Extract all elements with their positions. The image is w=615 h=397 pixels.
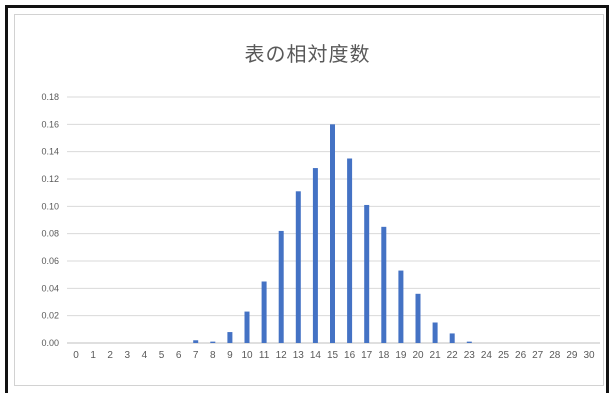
bar <box>330 124 335 343</box>
x-tick-label: 15 <box>327 350 339 361</box>
x-tick-label: 8 <box>210 350 216 361</box>
chart-frame <box>5 5 609 393</box>
y-tick-label: 0.00 <box>41 338 59 348</box>
bar <box>415 293 421 343</box>
y-tick-label: 0.10 <box>41 201 59 211</box>
bar <box>398 270 404 343</box>
x-tick-label: 11 <box>259 350 270 361</box>
y-tick-label: 0.06 <box>41 256 59 266</box>
bar <box>432 322 438 343</box>
y-tick-label: 0.02 <box>41 311 59 321</box>
bar <box>312 168 318 343</box>
bar <box>278 230 284 343</box>
x-tick-label: 22 <box>447 350 459 361</box>
y-tick-label: 0.04 <box>41 283 59 293</box>
x-tick-label: 14 <box>310 350 322 361</box>
bar <box>364 204 370 343</box>
y-tick-label: 0.14 <box>41 147 59 157</box>
x-tick-label: 23 <box>464 350 476 361</box>
bar <box>227 332 233 343</box>
x-tick-label: 26 <box>515 350 527 361</box>
y-tick-label: 0.08 <box>41 229 59 239</box>
x-tick-label: 1 <box>90 350 96 361</box>
bar <box>466 341 472 343</box>
x-tick-label: 30 <box>583 350 595 361</box>
x-tick-label: 20 <box>412 350 424 361</box>
bar <box>295 191 301 343</box>
x-tick-label: 27 <box>532 350 544 361</box>
x-tick-label: 4 <box>142 350 148 361</box>
x-tick-label: 3 <box>125 350 131 361</box>
chart-title: 表の相対度数 <box>244 42 371 66</box>
x-tick-label: 24 <box>481 350 493 361</box>
x-tick-label: 16 <box>344 350 356 361</box>
x-tick-label: 28 <box>549 350 561 361</box>
bar <box>193 340 199 343</box>
bar <box>244 311 250 343</box>
x-tick-label: 6 <box>176 350 182 361</box>
x-tick-label: 17 <box>361 350 373 361</box>
x-tick-label: 13 <box>293 350 305 361</box>
x-tick-label: 10 <box>241 350 253 361</box>
x-tick-label: 9 <box>227 350 233 361</box>
x-tick-label: 21 <box>430 350 442 361</box>
bar <box>449 333 455 343</box>
chart-area <box>14 14 604 386</box>
x-tick-label: 18 <box>378 350 390 361</box>
y-tick-label: 0.18 <box>41 92 59 102</box>
x-tick-label: 5 <box>159 350 165 361</box>
bar <box>381 226 387 343</box>
x-tick-label: 12 <box>276 350 288 361</box>
x-tick-label: 7 <box>193 350 199 361</box>
x-tick-label: 2 <box>107 350 113 361</box>
y-tick-label: 0.16 <box>41 119 59 129</box>
x-tick-label: 19 <box>395 350 407 361</box>
y-tick-label: 0.12 <box>41 174 59 184</box>
bar <box>210 341 216 343</box>
x-tick-label: 0 <box>73 350 79 361</box>
bar <box>261 281 267 343</box>
x-tick-label: 29 <box>566 350 578 361</box>
x-tick-label: 25 <box>498 350 510 361</box>
bar <box>347 158 353 343</box>
